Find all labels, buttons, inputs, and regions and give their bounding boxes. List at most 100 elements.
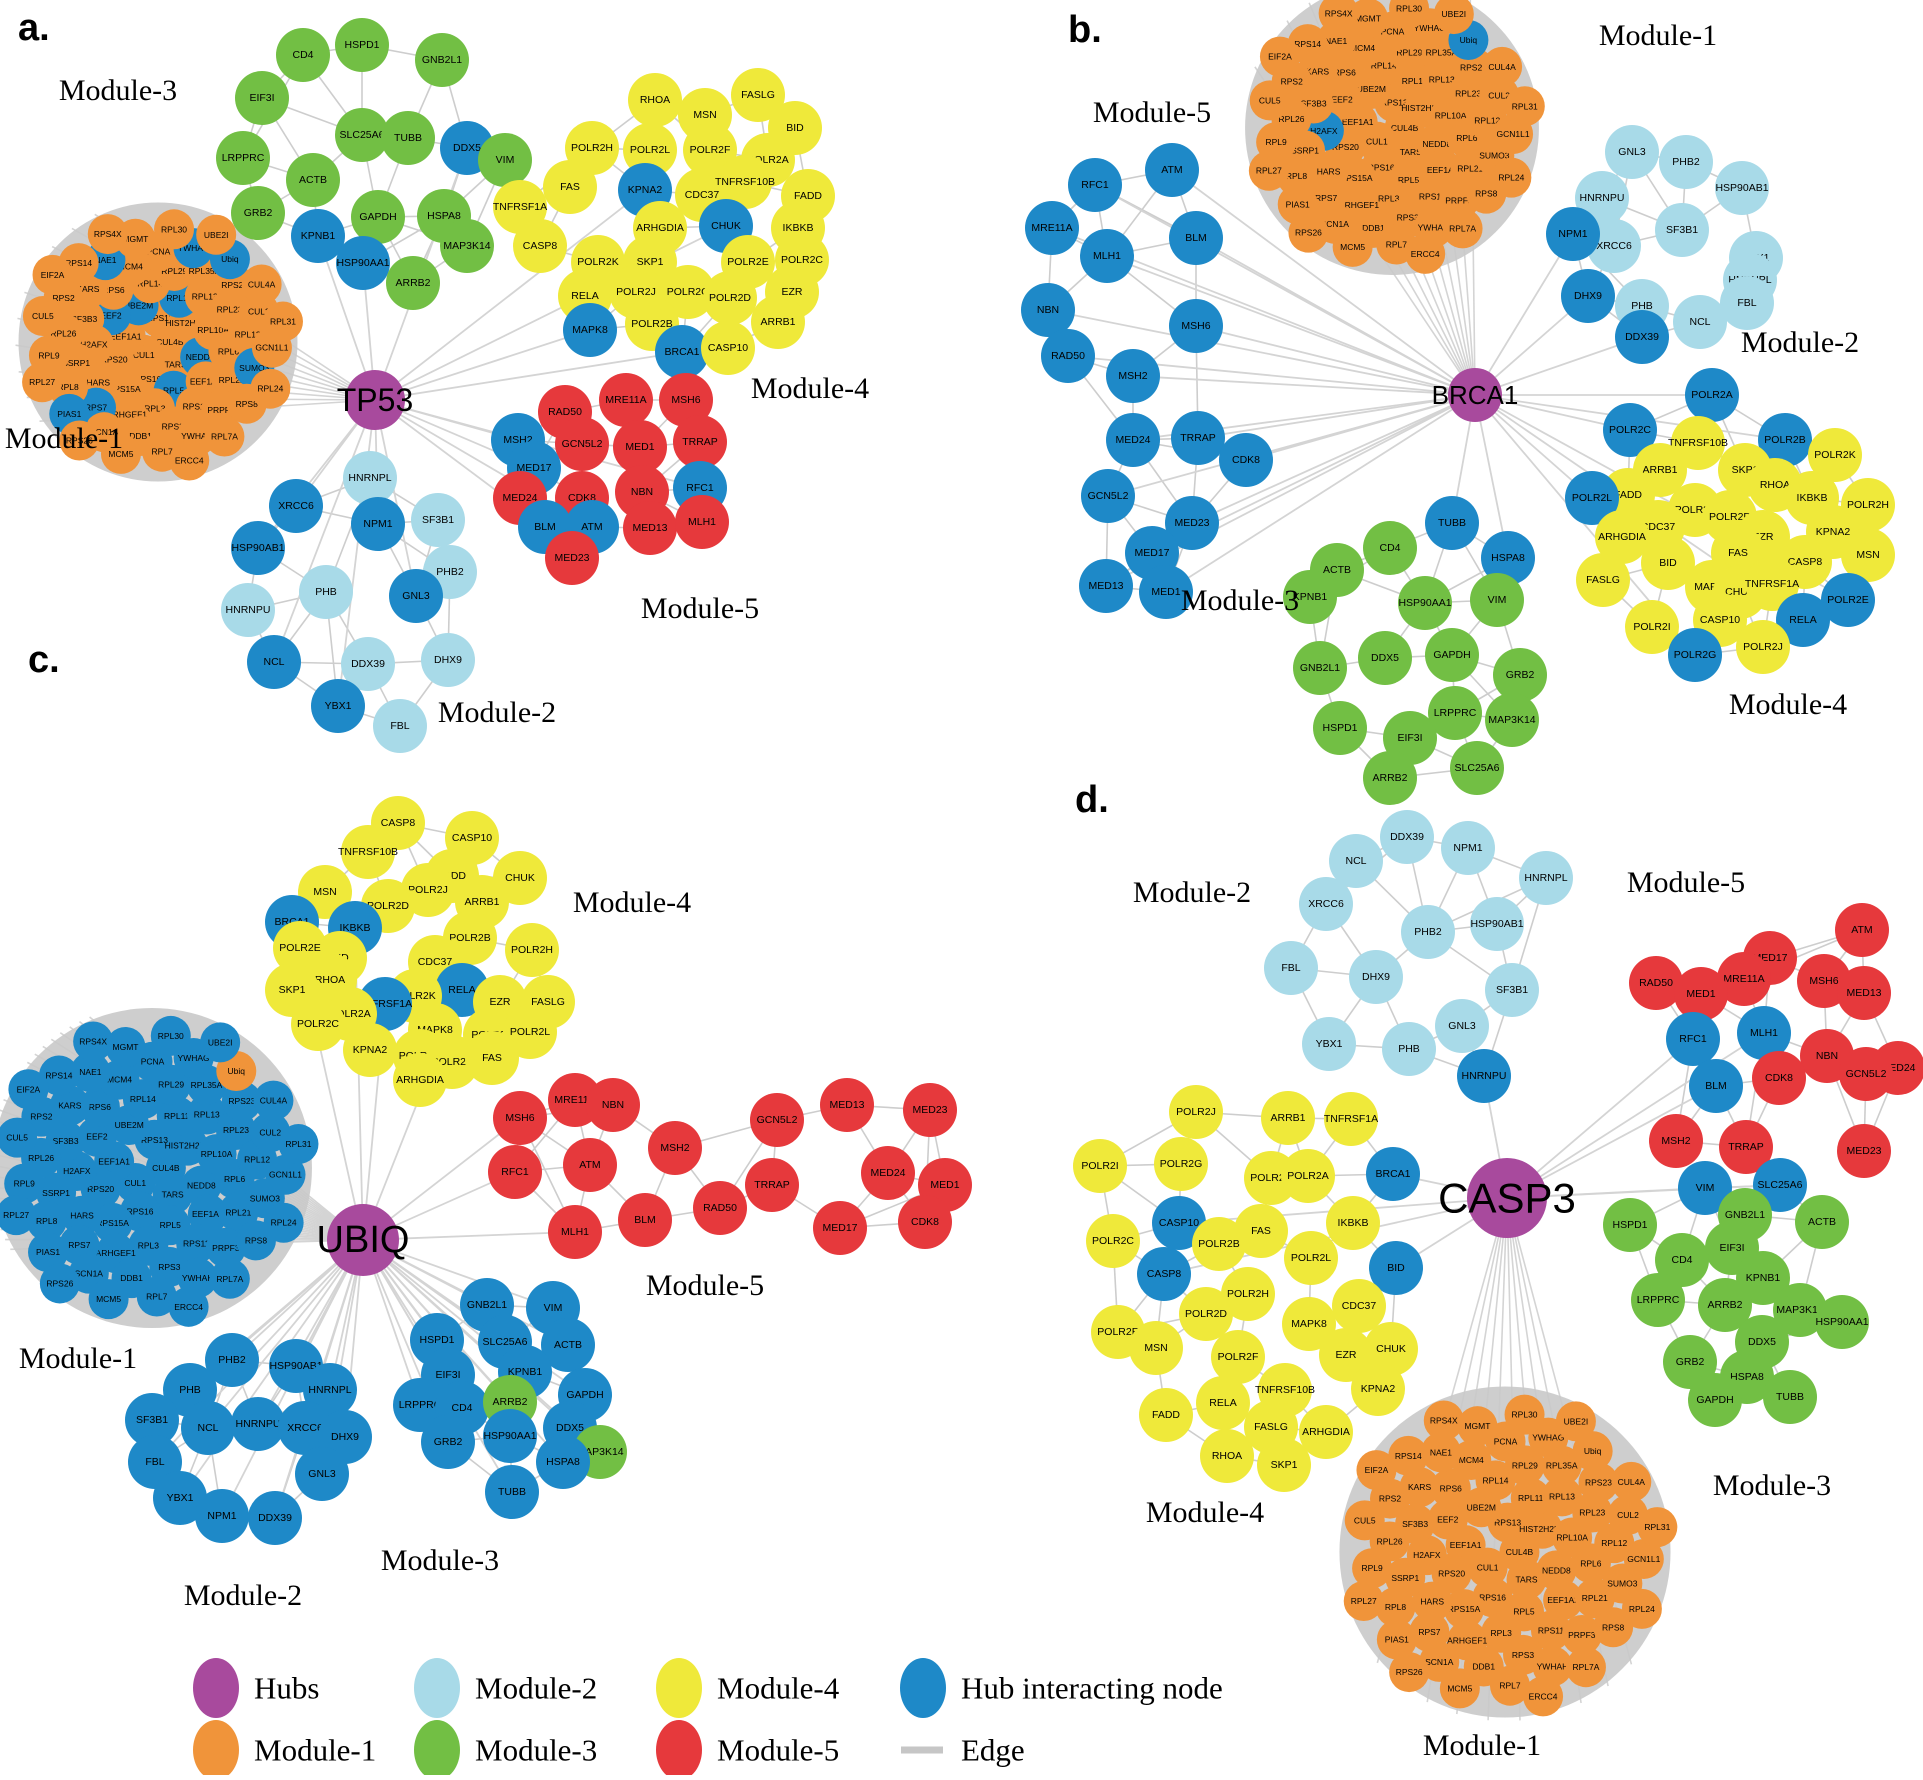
node-MED13[interactable]: MED13: [1079, 559, 1133, 613]
node-HSP90AB1[interactable]: HSP90AB1: [1470, 897, 1524, 951]
node-NPM1[interactable]: NPM1: [351, 497, 405, 551]
node-RPS4X[interactable]: RPS4X: [73, 1022, 113, 1062]
node-TUBB[interactable]: TUBB: [381, 111, 435, 165]
node-POLR2J[interactable]: POLR2J: [1169, 1085, 1223, 1139]
node-NPM1[interactable]: NPM1: [1441, 821, 1495, 875]
node-ERCC4[interactable]: ERCC4: [169, 440, 209, 480]
node-VIM[interactable]: VIM: [478, 133, 532, 187]
node-MSH6[interactable]: MSH6: [1169, 299, 1223, 353]
node-GRB2[interactable]: GRB2: [421, 1415, 475, 1469]
node-MSH2[interactable]: MSH2: [1106, 349, 1160, 403]
node-HSP90AB1[interactable]: HSP90AB1: [231, 521, 285, 575]
node-RPL24[interactable]: RPL24: [1622, 1589, 1662, 1629]
node-RFC1[interactable]: RFC1: [488, 1145, 542, 1199]
node-PHB[interactable]: PHB: [1382, 1022, 1436, 1076]
node-POLR2B[interactable]: POLR2B: [1192, 1217, 1246, 1271]
node-FAS[interactable]: FAS: [465, 1031, 519, 1085]
node-ERCC4[interactable]: ERCC4: [169, 1287, 209, 1327]
node-RPL30[interactable]: RPL30: [151, 1016, 191, 1056]
node-RPL7A[interactable]: RPL7A: [204, 417, 244, 457]
node-VIM[interactable]: VIM: [1470, 573, 1524, 627]
node-TRRAP[interactable]: TRRAP: [745, 1158, 799, 1212]
node-CUL5[interactable]: CUL5: [1345, 1500, 1385, 1540]
node-MLH1[interactable]: MLH1: [675, 495, 729, 549]
node-GRB2[interactable]: GRB2: [231, 186, 285, 240]
node-CDC37[interactable]: CDC37: [1332, 1279, 1386, 1333]
node-CD4[interactable]: CD4: [276, 28, 330, 82]
node-FAS[interactable]: FAS: [543, 160, 597, 214]
node-FASLG[interactable]: FASLG: [1576, 553, 1630, 607]
node-POLR2A[interactable]: POLR2A: [1685, 368, 1739, 422]
node-TUBB[interactable]: TUBB: [1425, 496, 1479, 550]
node-DDX39[interactable]: DDX39: [1615, 310, 1669, 364]
node-GNB2L1[interactable]: GNB2L1: [415, 33, 469, 87]
node-MAP3K14[interactable]: MAP3K14: [1485, 693, 1539, 747]
node-POLR2G[interactable]: POLR2G: [1668, 628, 1722, 682]
node-POLR2C[interactable]: POLR2C: [291, 997, 345, 1051]
node-ARRB2[interactable]: ARRB2: [386, 256, 440, 310]
node-HNRNPU[interactable]: HNRNPU: [221, 583, 275, 637]
node-RPS4X[interactable]: RPS4X: [88, 214, 128, 254]
node-ARHGDIA[interactable]: ARHGDIA: [1299, 1405, 1353, 1459]
node-CUL4A[interactable]: CUL4A: [1482, 47, 1522, 87]
node-POLR2J[interactable]: POLR2J: [1736, 620, 1790, 674]
node-CASP8[interactable]: CASP8: [1137, 1247, 1191, 1301]
node-ACTB[interactable]: ACTB: [1795, 1195, 1849, 1249]
node-RPL7A[interactable]: RPL7A: [1566, 1647, 1606, 1687]
node-MRE11A[interactable]: MRE11A: [1025, 201, 1079, 255]
node-RPL31[interactable]: RPL31: [1637, 1507, 1677, 1547]
node-CDK8[interactable]: CDK8: [898, 1195, 952, 1249]
node-FADD[interactable]: FADD: [1139, 1388, 1193, 1442]
node-ATM[interactable]: ATM: [563, 1138, 617, 1192]
node-DHX9[interactable]: DHX9: [421, 633, 475, 687]
node-HNRNPU[interactable]: HNRNPU: [1457, 1049, 1511, 1103]
node-MCM5[interactable]: MCM5: [1440, 1668, 1480, 1708]
node-ARRB1[interactable]: ARRB1: [751, 295, 805, 349]
node-SF3B1[interactable]: SF3B1: [411, 493, 465, 547]
node-RPL7A[interactable]: RPL7A: [1443, 208, 1483, 248]
node-GAPDH[interactable]: GAPDH: [351, 190, 405, 244]
node-KPNA2[interactable]: KPNA2: [1351, 1362, 1405, 1416]
node-MED13[interactable]: MED13: [623, 501, 677, 555]
node-BRCA1[interactable]: BRCA1: [655, 325, 709, 379]
node-UBE2I[interactable]: UBE2I: [196, 215, 236, 255]
node-TUBB[interactable]: TUBB: [485, 1465, 539, 1519]
node-PHB2[interactable]: PHB2: [1401, 905, 1455, 959]
node-CUL4A[interactable]: CUL4A: [1611, 1462, 1651, 1502]
node-RPL30[interactable]: RPL30: [1505, 1395, 1545, 1435]
node-RPL24[interactable]: RPL24: [250, 369, 290, 409]
node-NBN[interactable]: NBN: [1021, 283, 1075, 337]
node-BRCA1[interactable]: BRCA1: [1366, 1147, 1420, 1201]
node-RPL27[interactable]: RPL27: [1344, 1581, 1384, 1621]
node-CDK8[interactable]: CDK8: [1752, 1051, 1806, 1105]
node-GNL3[interactable]: GNL3: [1435, 999, 1489, 1053]
node-FBL[interactable]: FBL: [1720, 276, 1774, 330]
node-GNB2L1[interactable]: GNB2L1: [1293, 641, 1347, 695]
node-MED17[interactable]: MED17: [813, 1201, 867, 1255]
node-RHOA[interactable]: RHOA: [628, 73, 682, 127]
node-RPS4X[interactable]: RPS4X: [1424, 1400, 1464, 1440]
node-MSN[interactable]: MSN: [1129, 1321, 1183, 1375]
node-POLR2G[interactable]: POLR2G: [1154, 1137, 1208, 1191]
node-HSP90AB1[interactable]: HSP90AB1: [1715, 161, 1769, 215]
node-SLC25A6[interactable]: SLC25A6: [1450, 741, 1504, 795]
node-HSPD1[interactable]: HSPD1: [1313, 701, 1367, 755]
node-CDK8[interactable]: CDK8: [1219, 433, 1273, 487]
node-RAD50[interactable]: RAD50: [1041, 329, 1095, 383]
node-MED1[interactable]: MED1: [1674, 967, 1728, 1021]
node-CUL4A[interactable]: CUL4A: [242, 264, 282, 304]
node-POLR2I[interactable]: POLR2I: [1073, 1139, 1127, 1193]
node-LRPPRC[interactable]: LRPPRC: [1631, 1273, 1685, 1327]
node-HNRNPL[interactable]: HNRNPL: [343, 451, 397, 505]
node-RAD50[interactable]: RAD50: [693, 1181, 747, 1235]
node-NPM1[interactable]: NPM1: [195, 1489, 249, 1543]
hub-node-CASP3[interactable]: CASP3: [1438, 1158, 1576, 1238]
node-IKBKB[interactable]: IKBKB: [1326, 1196, 1380, 1250]
node-RPL24[interactable]: RPL24: [1491, 158, 1531, 198]
node-NBN[interactable]: NBN: [586, 1078, 640, 1132]
node-ARRB1[interactable]: ARRB1: [1261, 1091, 1315, 1145]
node-CUL4A[interactable]: CUL4A: [253, 1081, 293, 1121]
node-UBE2I[interactable]: UBE2I: [1556, 1401, 1596, 1441]
node-BLM[interactable]: BLM: [1689, 1059, 1743, 1113]
node-MED13[interactable]: MED13: [820, 1078, 874, 1132]
